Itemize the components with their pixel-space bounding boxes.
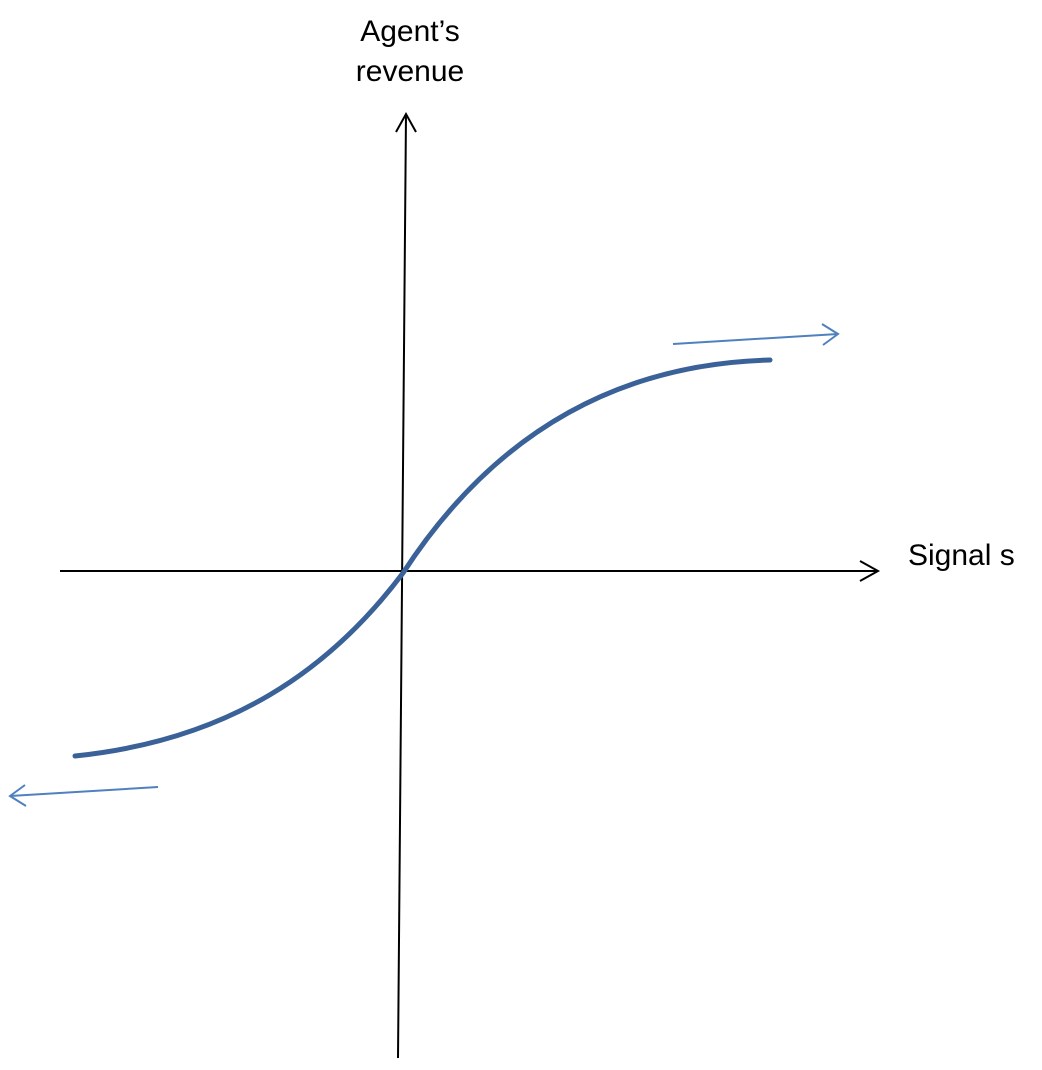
revenue-curve (75, 360, 770, 756)
right-direction-arrow (673, 334, 838, 344)
left-direction-arrow (10, 787, 158, 796)
y-axis-line (398, 114, 406, 1058)
